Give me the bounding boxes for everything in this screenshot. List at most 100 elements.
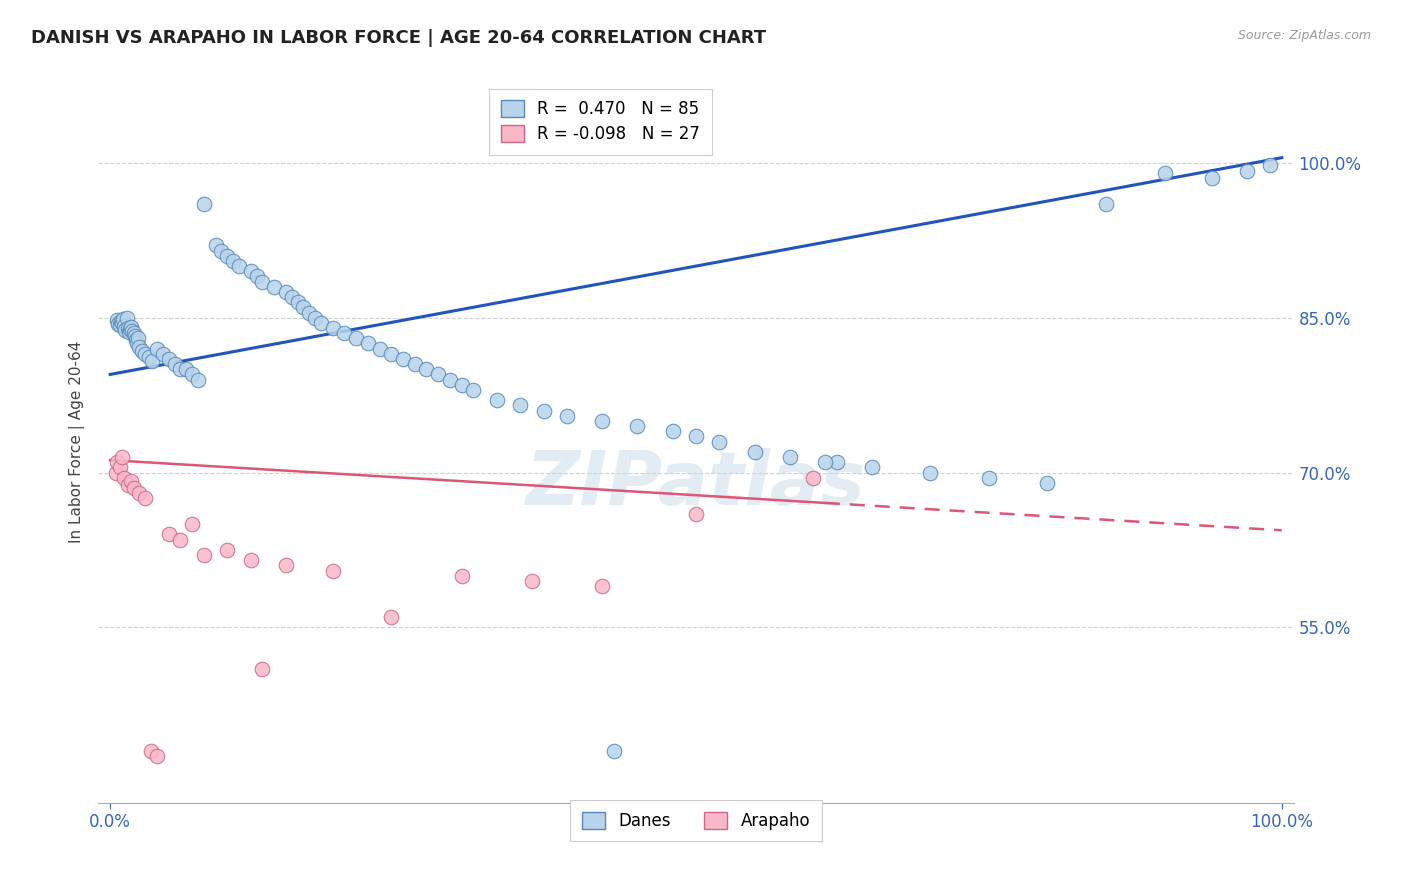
Y-axis label: In Labor Force | Age 20-64: In Labor Force | Age 20-64 xyxy=(69,341,84,542)
Point xyxy=(779,450,801,464)
Point xyxy=(111,450,134,464)
Point xyxy=(169,362,191,376)
Point xyxy=(709,434,731,449)
Point xyxy=(127,336,149,351)
Point xyxy=(217,542,239,557)
Point xyxy=(141,744,163,758)
Point xyxy=(239,264,262,278)
Point xyxy=(127,331,149,345)
Point xyxy=(112,311,135,326)
Point xyxy=(450,377,472,392)
Point xyxy=(222,253,245,268)
Point xyxy=(252,275,274,289)
Point xyxy=(287,295,309,310)
Point xyxy=(520,574,543,588)
Point xyxy=(204,238,226,252)
Point xyxy=(120,320,142,334)
Point xyxy=(298,305,321,319)
Point xyxy=(380,347,402,361)
Point xyxy=(274,285,297,299)
Point xyxy=(141,354,163,368)
Point xyxy=(591,579,613,593)
Point xyxy=(124,329,146,343)
Point xyxy=(157,527,180,541)
Point xyxy=(860,460,883,475)
Point xyxy=(920,466,942,480)
Point xyxy=(603,744,626,758)
Point xyxy=(380,610,402,624)
Point xyxy=(1095,197,1118,211)
Point xyxy=(146,342,169,356)
Point xyxy=(274,558,297,573)
Point xyxy=(463,383,485,397)
Point xyxy=(187,373,209,387)
Point xyxy=(128,340,150,354)
Point xyxy=(246,269,269,284)
Point xyxy=(555,409,578,423)
Point xyxy=(392,351,415,366)
Point xyxy=(117,478,139,492)
Point xyxy=(814,455,837,469)
Point xyxy=(217,249,239,263)
Point xyxy=(292,301,315,315)
Point xyxy=(591,414,613,428)
Point xyxy=(211,244,233,258)
Point xyxy=(1258,158,1281,172)
Text: Source: ZipAtlas.com: Source: ZipAtlas.com xyxy=(1237,29,1371,42)
Point xyxy=(685,507,707,521)
Point xyxy=(304,310,326,325)
Point xyxy=(138,350,160,364)
Point xyxy=(357,336,380,351)
Point xyxy=(134,347,156,361)
Point xyxy=(131,343,153,358)
Point xyxy=(485,393,508,408)
Point xyxy=(181,368,204,382)
Legend: Danes, Arapaho: Danes, Arapaho xyxy=(569,800,823,841)
Point xyxy=(193,548,215,562)
Point xyxy=(108,318,131,332)
Point xyxy=(239,553,262,567)
Point xyxy=(174,362,197,376)
Point xyxy=(744,445,766,459)
Point xyxy=(111,316,134,330)
Point xyxy=(322,564,344,578)
Point xyxy=(112,471,135,485)
Point xyxy=(125,334,148,348)
Point xyxy=(281,290,304,304)
Point xyxy=(110,314,132,328)
Text: DANISH VS ARAPAHO IN LABOR FORCE | AGE 20-64 CORRELATION CHART: DANISH VS ARAPAHO IN LABOR FORCE | AGE 2… xyxy=(31,29,766,46)
Point xyxy=(344,331,367,345)
Point xyxy=(1236,164,1258,178)
Point xyxy=(263,279,285,293)
Point xyxy=(450,568,472,582)
Point xyxy=(626,419,648,434)
Point xyxy=(1153,166,1175,180)
Point xyxy=(439,373,461,387)
Point xyxy=(122,481,145,495)
Point xyxy=(801,471,824,485)
Point xyxy=(533,403,555,417)
Point xyxy=(181,517,204,532)
Point xyxy=(121,324,143,338)
Point xyxy=(120,322,141,336)
Point xyxy=(105,466,128,480)
Point xyxy=(977,471,1000,485)
Point xyxy=(163,357,186,371)
Point xyxy=(193,197,215,211)
Point xyxy=(309,316,332,330)
Point xyxy=(661,424,683,438)
Point xyxy=(322,321,344,335)
Point xyxy=(415,362,437,376)
Text: ZIPatlas: ZIPatlas xyxy=(526,449,866,522)
Point xyxy=(1201,171,1223,186)
Point xyxy=(115,310,138,325)
Point xyxy=(112,318,135,333)
Point xyxy=(117,321,139,335)
Point xyxy=(120,474,142,488)
Point xyxy=(368,342,391,356)
Point xyxy=(333,326,356,341)
Point xyxy=(146,749,169,764)
Point xyxy=(427,368,450,382)
Point xyxy=(825,455,848,469)
Point xyxy=(128,486,150,500)
